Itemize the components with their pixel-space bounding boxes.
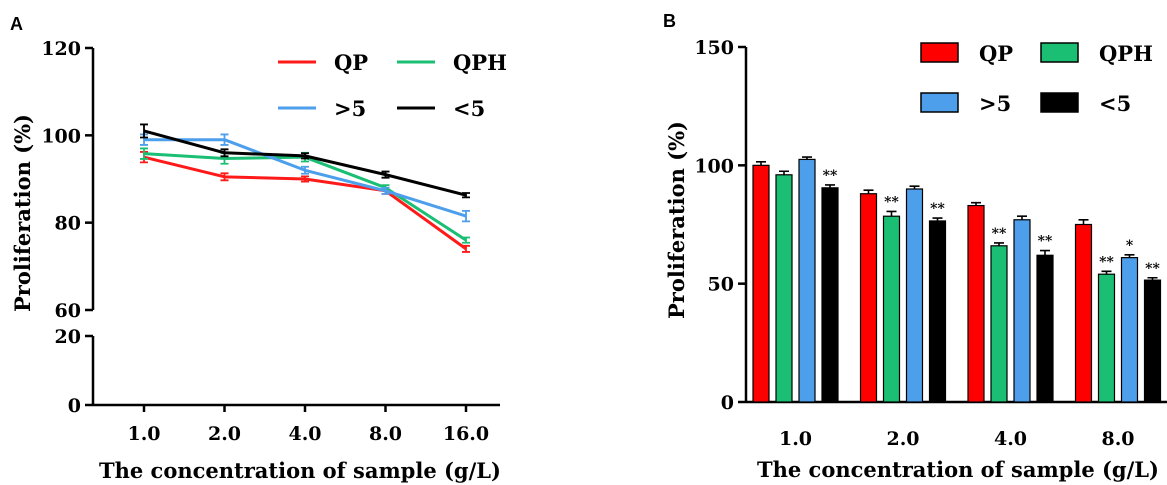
error-bar [1078,218,1089,225]
x-tick-label: 2.0 [208,423,241,445]
error-bar [381,170,390,179]
bar-qp-1-0 [752,164,770,403]
y-axis-title: Proliferation (%) [664,121,689,319]
significance-label: * [1126,238,1134,254]
significance-label: ** [884,194,899,210]
legend-label-qp: QP [979,41,1013,66]
x-tick-label: 8.0 [1101,428,1134,450]
error-bar [932,217,943,221]
x-tick-label: 1.0 [127,423,160,445]
bar-gt5-8-0 [1120,257,1139,403]
error-bar [462,236,470,244]
error-bar [462,209,470,223]
error-bar [863,189,874,194]
significance-label: ** [930,201,945,217]
x-axis-title: The concentration of sample (g/L) [757,457,1159,482]
bar-lt5-1-0 [821,187,839,403]
error-bar [802,156,812,160]
error-bar [1017,215,1027,220]
error-bar [756,160,766,166]
legend-swatch-lt5 [1040,92,1079,113]
y-tick-label: 150 [694,37,734,59]
bar-qp-4-0 [967,204,985,403]
x-axis-title: The concentration of sample (g/L) [99,458,501,483]
error-bar [825,184,835,188]
error-bar [301,165,309,175]
x-tick-label: 8.0 [369,423,402,445]
x-tick-label: 4.0 [288,423,321,445]
error-bar [220,133,229,146]
chart-a: 0 20 60 80 100 120 1.0 2.0 4.0 8.0 16.0 The concent… [10,38,507,483]
legend-label-qph: QPH [1099,41,1153,66]
y-tick-label: 80 [55,213,81,235]
error-bar [1124,253,1135,258]
error-bar [220,172,229,182]
panel-label-a: A [10,14,23,34]
significance-label: ** [1038,234,1053,250]
legend-swatch-qp [920,42,959,63]
y-tick-label: 0 [68,395,81,417]
bar-gt5-4-0 [1013,219,1031,403]
error-bar [971,201,981,206]
x-tick-label: 1.0 [779,428,812,450]
legend-label-gt5: >5 [334,96,366,121]
legend-label-lt5: <5 [1099,91,1131,116]
bar-lt5-4-0 [1036,254,1054,403]
error-bar [140,123,148,139]
y-tick-label: 20 [55,326,81,348]
significance-label: ** [1145,261,1160,277]
legend-label-lt5: <5 [453,96,485,121]
bar-qph-4-0 [990,245,1008,403]
y-tick-label: 0 [721,392,734,414]
legend-swatch-gt5 [920,92,959,113]
error-bar [909,185,920,189]
error-bar [1101,270,1112,275]
bar-gt5-1-0 [798,158,816,403]
error-bar [462,244,470,253]
bar-lt5-2-0 [928,220,947,403]
error-bar [779,170,789,175]
error-bar [462,192,470,199]
bar-qp-8-0 [1074,223,1093,403]
bar-lt5-8-0 [1143,279,1162,403]
error-bar [220,148,229,158]
y-tick-label: 100 [41,125,81,147]
bar-qp-2-0 [859,193,878,403]
error-bar [886,210,897,217]
y-tick-label: 50 [708,274,734,296]
error-bar [1147,276,1158,281]
error-bar [1040,249,1050,256]
significance-label: ** [823,168,838,184]
x-tick-label: 2.0 [886,428,919,450]
bar-gt5-2-0 [905,188,924,403]
significance-label: ** [992,226,1007,242]
y-tick-label: 100 [694,155,734,177]
significance-label: ** [1099,254,1114,270]
legend-swatch-qph [1040,42,1079,63]
legend-label-qp: QP [334,50,368,75]
error-bar [301,175,309,183]
bar-qph-1-0 [775,174,793,403]
error-bar [301,152,309,160]
legend-label-gt5: >5 [979,91,1011,116]
x-tick-label: 4.0 [994,428,1027,450]
panel-label-b: B [663,11,676,31]
y-tick-label: 120 [41,38,81,60]
y-axis-title: Proliferation (%) [10,114,35,312]
legend-label-qph: QPH [453,50,507,75]
y-tick-label: 60 [55,300,81,322]
bar-qph-2-0 [882,215,901,403]
error-bar [381,186,390,195]
error-bar [994,242,1004,246]
error-bar [140,147,148,160]
x-tick-label: 16.0 [443,423,489,445]
bar-qph-8-0 [1097,273,1116,403]
